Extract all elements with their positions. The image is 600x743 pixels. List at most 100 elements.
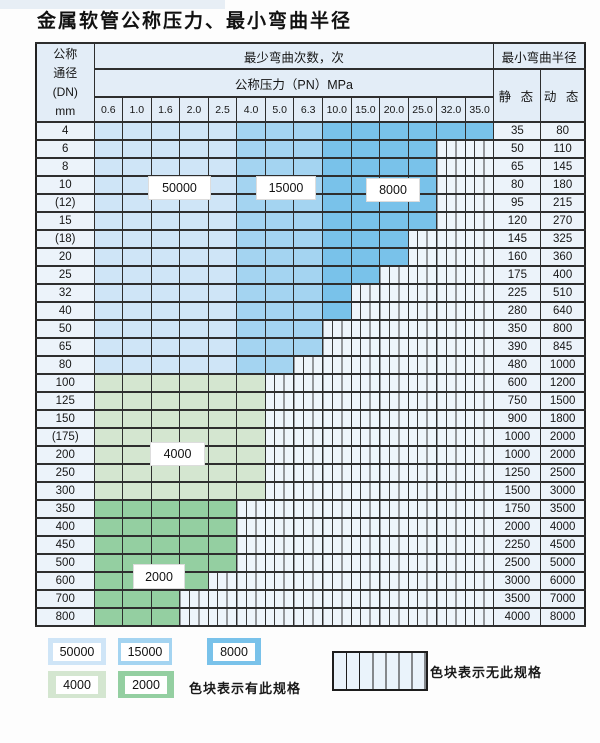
- dn-cell: 300: [35, 481, 95, 501]
- static-value-cell: 65: [493, 157, 542, 177]
- spec-cell: [207, 283, 238, 303]
- dynamic-value-cell: 1800: [540, 409, 586, 429]
- no-spec-cell: [464, 499, 495, 519]
- spec-cell: [207, 373, 238, 393]
- spec-cell: [179, 121, 209, 141]
- spec-cell: [150, 499, 181, 519]
- zone-label-50000: 50000: [149, 177, 210, 199]
- spec-cell: [322, 139, 352, 159]
- legend-has-spec-text: 色块表示有此规格: [189, 681, 302, 696]
- spec-cell: [322, 283, 352, 303]
- no-spec-cell: [407, 589, 438, 609]
- pn-tick-20.0: 20.0: [379, 96, 409, 123]
- spec-cell: [264, 121, 295, 141]
- spec-cell: [93, 427, 124, 447]
- spec-cell: [236, 463, 266, 483]
- no-spec-cell: [264, 589, 295, 609]
- static-value-cell: 350: [493, 319, 542, 339]
- static-value-cell: 900: [493, 409, 542, 429]
- dn-cell: 10: [35, 175, 95, 195]
- min-bend-radius-header: 最小弯曲半径: [493, 42, 586, 70]
- spec-cell: [179, 355, 209, 375]
- no-spec-cell: [464, 445, 495, 465]
- spec-cell: [122, 481, 152, 501]
- no-spec-cell: [322, 553, 352, 573]
- zone-label-15000: 15000: [257, 177, 315, 199]
- static-value-cell: 3500: [493, 589, 542, 609]
- no-spec-cell: [464, 301, 495, 321]
- spec-cell: [150, 481, 181, 501]
- legend-swatch-2000-label: 2000: [125, 675, 167, 694]
- spec-cell: [293, 247, 323, 267]
- spec-cell: [236, 247, 266, 267]
- spec-cell: [236, 355, 266, 375]
- no-spec-cell: [350, 553, 381, 573]
- dn-cell: 65: [35, 337, 95, 357]
- spec-cell: [350, 121, 381, 141]
- dn-cell: 15: [35, 211, 95, 231]
- no-spec-cell: [436, 301, 466, 321]
- no-spec-cell: [464, 517, 495, 537]
- static-value-cell: 50: [493, 139, 542, 159]
- spec-cell: [150, 211, 181, 231]
- spec-cell: [293, 139, 323, 159]
- spec-cell: [236, 409, 266, 429]
- static-value-cell: 600: [493, 373, 542, 393]
- no-spec-cell: [293, 481, 323, 501]
- spec-cell: [264, 355, 295, 375]
- no-spec-cell: [464, 355, 495, 375]
- no-spec-cell: [379, 481, 409, 501]
- no-spec-cell: [379, 409, 409, 429]
- no-spec-cell: [350, 535, 381, 555]
- no-spec-cell: [436, 427, 466, 447]
- spec-cell: [236, 211, 266, 231]
- no-spec-cell: [293, 445, 323, 465]
- no-spec-cell: [407, 283, 438, 303]
- spec-cell: [150, 157, 181, 177]
- no-spec-cell: [464, 463, 495, 483]
- no-spec-cell: [293, 589, 323, 609]
- no-spec-cell: [350, 373, 381, 393]
- no-spec-cell: [322, 319, 352, 339]
- no-spec-cell: [436, 211, 466, 231]
- dynamic-value-cell: 800: [540, 319, 586, 339]
- spec-cell: [322, 211, 352, 231]
- pn-tick-1.0: 1.0: [122, 96, 152, 123]
- spec-cell: [93, 157, 124, 177]
- no-spec-cell: [436, 481, 466, 501]
- no-spec-cell: [407, 427, 438, 447]
- spec-cell: [322, 247, 352, 267]
- spec-cell: [264, 229, 295, 249]
- no-spec-cell: [350, 301, 381, 321]
- spec-cell: [122, 283, 152, 303]
- legend-swatch-50000-label: 50000: [52, 642, 102, 661]
- no-spec-cell: [293, 499, 323, 519]
- dn-cell: 200: [35, 445, 95, 465]
- dn-cell: 6: [35, 139, 95, 159]
- spec-cell: [150, 319, 181, 339]
- spec-cell: [379, 121, 409, 141]
- no-spec-cell: [179, 589, 209, 609]
- spec-cell: [179, 283, 209, 303]
- static-value-cell: 95: [493, 193, 542, 213]
- spec-cell: [93, 121, 124, 141]
- dn-cell: 100: [35, 373, 95, 393]
- spec-cell: [207, 517, 238, 537]
- no-spec-cell: [379, 283, 409, 303]
- no-spec-cell: [322, 355, 352, 375]
- no-spec-cell: [264, 463, 295, 483]
- spec-cell: [122, 211, 152, 231]
- no-spec-cell: [436, 607, 466, 627]
- spec-row-dn-4: 4 35 80: [35, 121, 586, 141]
- spec-cell: [179, 517, 209, 537]
- dynamic-value-cell: 3000: [540, 481, 586, 501]
- no-spec-cell: [322, 337, 352, 357]
- spec-row-dn-80: 80 480 1000: [35, 355, 586, 375]
- no-spec-cell: [464, 283, 495, 303]
- no-spec-cell: [350, 571, 381, 591]
- spec-cell: [207, 301, 238, 321]
- no-spec-cell: [464, 553, 495, 573]
- spec-cell: [236, 283, 266, 303]
- spec-cell: [93, 211, 124, 231]
- static-value-cell: 750: [493, 391, 542, 411]
